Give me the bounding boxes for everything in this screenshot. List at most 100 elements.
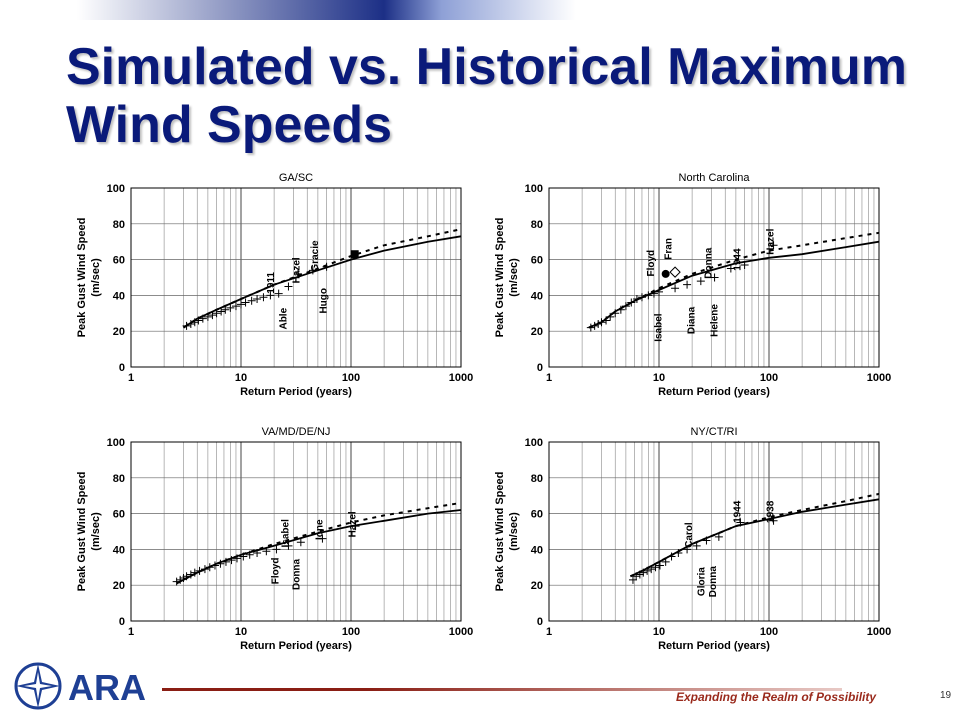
x-tick-label: 1000 — [867, 372, 891, 384]
storm-annotation: Floyd — [646, 250, 657, 277]
chart-title: North Carolina — [679, 172, 751, 184]
page-number: 19 — [940, 690, 952, 701]
simulated-curve — [630, 498, 880, 578]
data-point-cross — [212, 309, 221, 318]
data-point-cross — [602, 316, 611, 325]
y-axis-label: Peak Gust Wind Speed — [494, 472, 506, 592]
x-axis-label: Return Period (years) — [658, 640, 770, 652]
data-point-cross — [683, 280, 692, 289]
y-axis-label: (m/sec) — [90, 512, 102, 551]
data-point-cross — [296, 538, 305, 547]
data-point-cross — [262, 547, 271, 556]
data-point-cross — [736, 518, 745, 527]
x-tick-label: 10 — [653, 626, 665, 638]
x-tick-label: 1 — [128, 372, 134, 384]
data-point-cross — [643, 566, 652, 575]
data-point-cross — [322, 262, 331, 271]
data-point-cross — [245, 550, 254, 559]
x-tick-label: 1 — [546, 626, 552, 638]
chart-panel-2: North Carolina 0 20 40 60 80 100 1 10 100 1000 Retu… — [494, 172, 891, 398]
storm-annotation: Gracie — [310, 240, 321, 272]
x-tick-label: 10 — [653, 372, 665, 384]
data-point-cross — [259, 293, 268, 302]
data-point-cross — [661, 557, 670, 566]
data-point-cross — [284, 282, 293, 291]
y-tick-label: 100 — [525, 437, 543, 449]
data-point-cross — [683, 545, 692, 554]
plot-frame — [130, 441, 462, 622]
data-point-cross — [253, 548, 262, 557]
storm-annotation: Able — [279, 307, 290, 329]
data-point-cross — [274, 289, 283, 298]
y-tick-label: 0 — [537, 616, 543, 628]
data-point-cross — [671, 284, 680, 293]
data-point-cross — [627, 298, 636, 307]
x-tick-label: 10 — [235, 372, 247, 384]
logo-wordmark: ARA — [68, 667, 146, 708]
y-tick-label: 0 — [537, 362, 543, 374]
storm-annotation: Ione — [314, 519, 325, 540]
y-tick-label: 80 — [531, 473, 543, 485]
simulated-upper-curve — [588, 231, 880, 329]
y-axis-label: Peak Gust Wind Speed — [494, 218, 506, 338]
data-point-cross — [176, 575, 185, 584]
storm-annotation: Gloria — [697, 567, 708, 596]
data-point-cross — [226, 303, 235, 312]
data-point-cross — [674, 548, 683, 557]
data-point-cross — [217, 307, 226, 316]
storm-annotation: Floyd — [271, 558, 282, 585]
compass-star-icon — [14, 662, 62, 710]
top-accent-band — [0, 0, 960, 20]
y-tick-label: 40 — [113, 544, 125, 556]
data-point-cross — [208, 311, 217, 320]
data-point-cross — [714, 532, 723, 541]
y-tick-label: 80 — [531, 219, 543, 231]
data-point-cross — [239, 552, 248, 561]
storm-annotation: Helene — [709, 304, 720, 337]
data-point-cross — [651, 563, 660, 572]
data-point-cross — [696, 277, 705, 286]
data-point-cross — [272, 545, 281, 554]
chart-title: VA/MD/DE/NJ — [262, 426, 331, 438]
data-point-cross — [590, 321, 599, 330]
y-axis-label: Peak Gust Wind Speed — [76, 218, 88, 338]
storm-annotation: Donna — [708, 566, 719, 598]
data-point-cross — [216, 559, 225, 568]
data-point-cross — [308, 266, 317, 275]
y-axis-label: Peak Gust Wind Speed — [76, 472, 88, 592]
data-point-cross — [241, 298, 250, 307]
data-point-cross — [655, 287, 663, 296]
chart-title: NY/CT/RI — [690, 426, 737, 438]
data-point-cross — [649, 289, 658, 298]
y-tick-label: 60 — [531, 255, 543, 267]
data-point-cross — [351, 522, 360, 531]
x-axis-label: Return Period (years) — [240, 386, 352, 398]
y-tick-label: 80 — [113, 219, 125, 231]
data-point-cross — [227, 556, 236, 565]
x-tick-label: 1000 — [867, 626, 891, 638]
data-point-cross — [639, 568, 648, 577]
y-axis-label: (m/sec) — [508, 258, 520, 297]
simulated-upper-curve — [629, 492, 880, 578]
data-point-cross — [740, 260, 749, 269]
x-tick-label: 100 — [342, 626, 360, 638]
storm-annotation: Hazel — [291, 257, 302, 283]
data-point-cross — [318, 534, 327, 543]
y-tick-label: 100 — [525, 183, 543, 195]
y-tick-label: 60 — [113, 255, 125, 267]
x-tick-label: 100 — [342, 372, 360, 384]
x-tick-label: 1000 — [449, 626, 473, 638]
marker-square — [350, 250, 359, 259]
storm-annotation: Hazel — [766, 228, 777, 254]
x-tick-label: 1 — [128, 626, 134, 638]
ara-logo: ARA — [14, 662, 146, 710]
plot-frame — [548, 187, 880, 368]
data-point-cross — [190, 568, 199, 577]
plot-frame — [130, 187, 462, 368]
data-point-cross — [647, 565, 656, 574]
data-point-cross — [233, 554, 242, 563]
storm-annotation: Isabel — [653, 313, 664, 342]
y-tick-label: 80 — [113, 473, 125, 485]
data-point-cross — [182, 572, 191, 581]
